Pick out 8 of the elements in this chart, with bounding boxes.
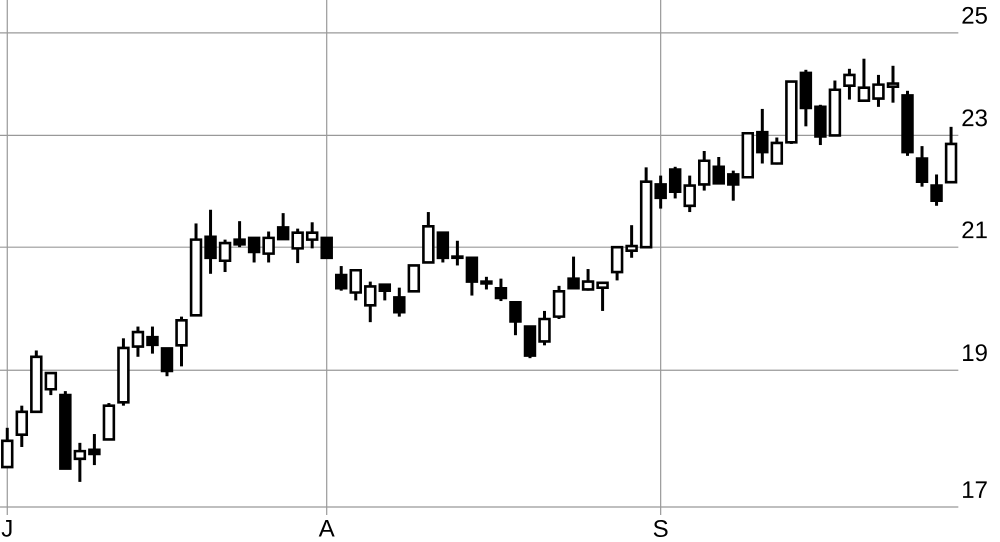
y-tick-label: 19 xyxy=(963,344,987,362)
x-tick-label: J xyxy=(2,520,12,537)
y-tick-label: 25 xyxy=(962,6,987,24)
y-tick-label: 21 xyxy=(962,221,987,238)
y-tick-label: 23 xyxy=(962,109,987,126)
y-tick-label: 17 xyxy=(963,481,987,498)
x-tick-label: A xyxy=(318,520,335,537)
x-tick-label: S xyxy=(654,520,668,537)
